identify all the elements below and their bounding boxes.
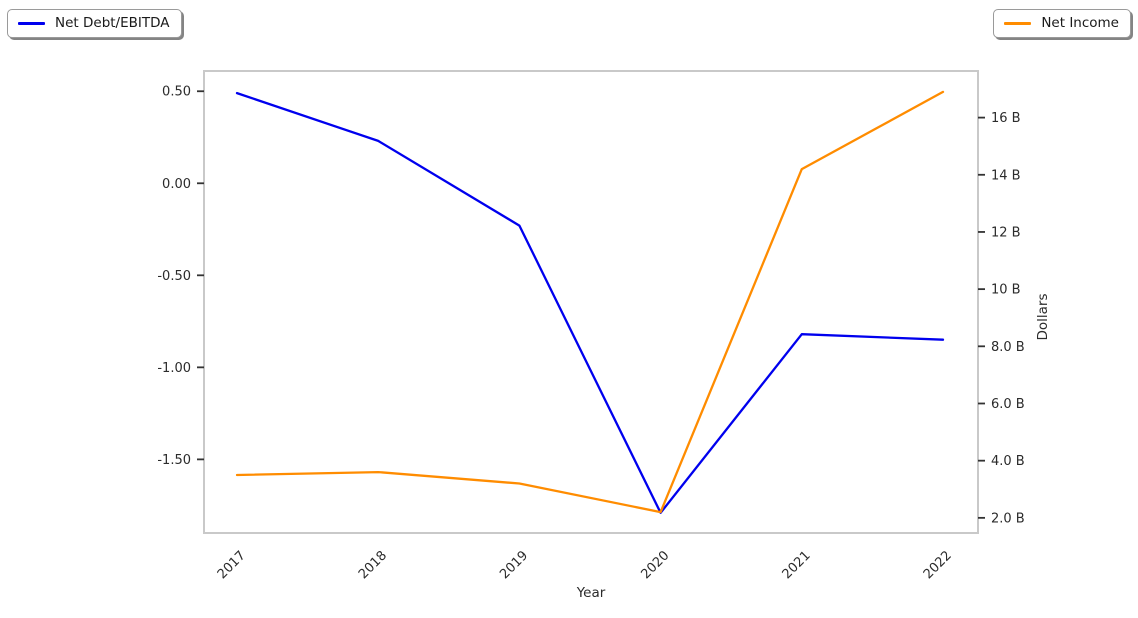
legend-net-income: Net Income — [993, 9, 1131, 38]
legend-line-net-debt-icon — [18, 22, 45, 25]
series-line-net-income — [235, 90, 945, 514]
legend-line-net-income-icon — [1004, 22, 1032, 25]
series-line-net-debt-ebitda — [235, 91, 945, 514]
legend-label-net-debt: Net Debt/EBITDA — [55, 15, 170, 31]
x-axis-tick-label: 2018 — [356, 548, 390, 582]
x-axis-tick-label: 2020 — [638, 548, 672, 582]
left-axis-tick-label: 0.00 — [162, 177, 191, 192]
legend-label-net-income: Net Income — [1041, 15, 1119, 31]
right-axis-tick-label: 6.0 B — [991, 397, 1025, 412]
left-axis-tick-label: 0.50 — [162, 85, 191, 100]
right-axis-tick-label: 12 B — [991, 225, 1021, 240]
left-axis-tick-label: -0.50 — [157, 269, 191, 284]
right-axis-tick-label: 4.0 B — [991, 454, 1025, 469]
plot-border — [203, 70, 979, 534]
x-axis-tick-label: 2022 — [921, 548, 955, 582]
x-axis-tick-label: 2017 — [215, 548, 249, 582]
legend-net-debt-ebitda: Net Debt/EBITDA — [7, 9, 182, 38]
left-axis-tick-label: -1.00 — [157, 361, 191, 376]
right-axis-tick-label: 2.0 B — [991, 511, 1025, 526]
x-axis-title: Year — [576, 585, 606, 601]
right-axis-tick-label: 8.0 B — [991, 340, 1025, 355]
right-axis-tick-label: 10 B — [991, 283, 1021, 298]
right-axis-tick-label: 14 B — [991, 168, 1021, 183]
right-axis-title: Dollars — [1035, 293, 1051, 340]
x-axis-tick-label: 2021 — [780, 548, 814, 582]
right-axis-tick-label: 16 B — [991, 111, 1021, 126]
left-axis-tick-label: -1.50 — [157, 453, 191, 468]
x-axis-tick-label: 2019 — [497, 548, 531, 582]
